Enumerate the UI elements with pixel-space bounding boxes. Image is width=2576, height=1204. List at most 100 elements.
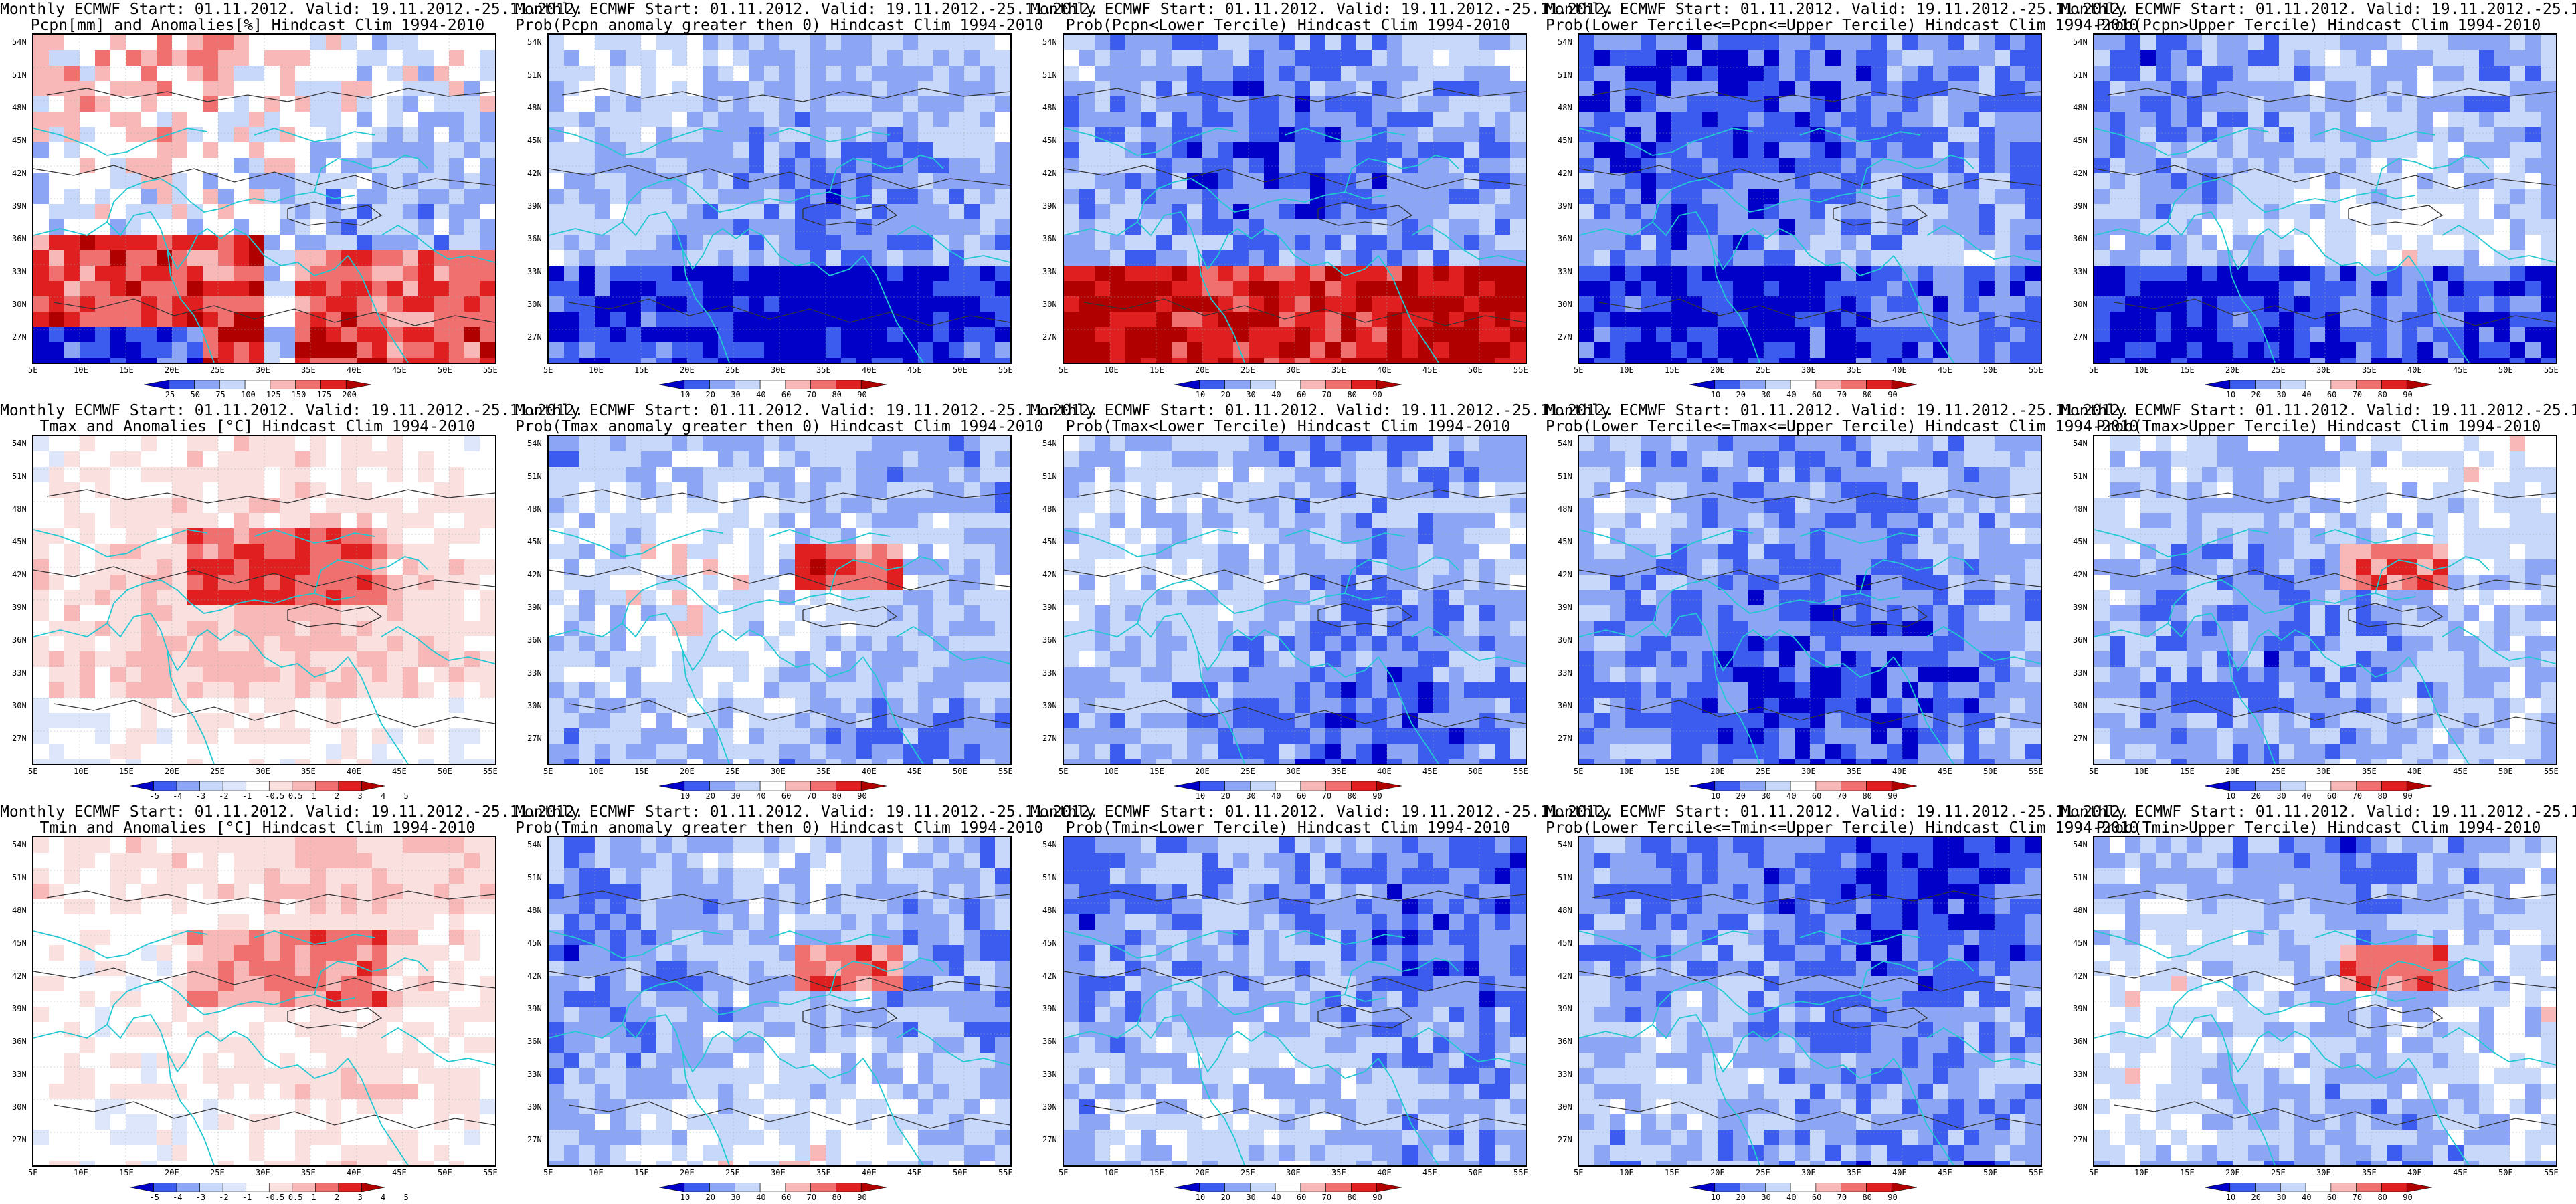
colorbar-label: 60 [2326,791,2337,801]
colorbar-swatch [709,1183,735,1192]
lat-label: 42N [1558,169,1572,178]
colorbar-label: 80 [1862,390,1872,399]
colorbar-label: 10 [1195,1193,1206,1202]
map-panel-r1c5: Monthly ECMWF Start: 01.11.2012. Valid: … [2061,0,2576,401]
colorbar-label: 10 [1195,791,1206,801]
colorbar-swatch [785,781,811,791]
colorbar-swatch [1714,1183,1740,1192]
colorbar [2205,1183,2432,1192]
lon-label: 50E [953,767,968,776]
colorbar-swatch [246,781,270,791]
lat-label: 27N [527,332,542,342]
colorbar-swatches [130,781,385,791]
lon-label: 35E [816,365,831,375]
lon-label: 40E [347,1168,361,1177]
lat-label: 39N [12,201,27,211]
colorbar-label: 20 [1736,1193,1746,1202]
lon-label: 5E [2089,767,2099,776]
lat-label: 51N [1558,70,1572,80]
colorbar-label: 70 [2352,390,2363,399]
lat-label: 54N [12,439,27,448]
lat-label: 30N [12,300,27,309]
map-frame [2093,33,2557,364]
colorbar-swatch [2305,1183,2332,1192]
lat-label: 48N [2073,103,2088,112]
colorbar-swatch [338,781,362,791]
colorbar-label: 60 [1296,1193,1307,1202]
colorbar-swatch [315,781,339,791]
colorbar-label: 10 [1710,390,1721,399]
colorbar-label: 125 [266,390,281,399]
colorbar-swatch [2255,380,2281,389]
lon-label: 40E [347,767,361,776]
colorbar-label: 40 [1271,390,1281,399]
lat-label: 54N [527,840,542,849]
lat-label: 39N [527,1004,542,1013]
lon-label: 20E [2225,365,2240,375]
lat-label: 27N [1042,332,1057,342]
lat-label: 54N [2073,840,2088,849]
lon-label: 5E [28,1168,38,1177]
lon-label: 20E [1195,365,1210,375]
lon-label: 10E [1619,365,1634,375]
colorbar-label: 10 [680,791,691,801]
lon-label: 45E [907,1168,922,1177]
lat-label: 30N [527,1102,542,1112]
lon-label: 25E [725,767,740,776]
colorbar-swatch [1841,380,1867,389]
panel-title-line2: Prob(Tmax anomaly greater then 0) Hindca… [515,418,1044,435]
lon-label: 15E [119,365,134,375]
colorbar-swatches [130,1183,385,1192]
lon-label: 25E [1240,365,1255,375]
colorbar-swatch [1740,781,1766,791]
map-field [1579,837,2041,1165]
panel-title-line1: Monthly ECMWF Start: 01.11.2012. Valid: … [515,803,1099,821]
lon-label: 40E [862,365,877,375]
map-panel-r2c1: Monthly ECMWF Start: 01.11.2012. Valid: … [0,401,583,803]
colorbar [1689,1183,1917,1192]
colorbar-swatch [2280,1183,2306,1192]
lat-label: 42N [1558,971,1572,981]
colorbar-swatch [270,380,296,389]
colorbar-swatch [2330,380,2357,389]
lon-label: 10E [1104,1168,1119,1177]
colorbar-label: 1 [311,1193,316,1202]
lat-label: 51N [2073,70,2088,80]
lat-label: 45N [1042,537,1057,546]
map-panel-r2c5: Monthly ECMWF Start: 01.11.2012. Valid: … [2061,401,2576,803]
lon-label: 25E [725,365,740,375]
colorbar-swatch [1815,781,1841,791]
lat-label: 51N [527,70,542,80]
lon-label: 55E [483,767,498,776]
lat-label: 27N [1558,1135,1572,1144]
colorbar-swatch [2255,781,2281,791]
colorbar-swatch [2305,781,2332,791]
lat-label: 45N [1558,938,1572,948]
panel-title-line2: Prob(Pcpn<Lower Tercile) Hindcast Clim 1… [1065,17,1511,34]
lat-label: 45N [527,537,542,546]
lat-label: 48N [1042,906,1057,915]
map-frame [1063,435,1527,765]
colorbar-label: 30 [2276,390,2286,399]
lon-label: 25E [1240,767,1255,776]
colorbar-label: -4 [173,1193,183,1202]
lon-label: 40E [2407,767,2422,776]
colorbar-label: 30 [2276,791,2286,801]
lon-label: 55E [998,365,1013,375]
colorbar-label: 40 [2302,791,2312,801]
colorbar-label: 60 [2326,1193,2337,1202]
lon-label: 35E [2362,365,2377,375]
colorbar-label: 5 [403,1193,409,1202]
colorbar-label: -3 [195,1193,206,1202]
lon-label: 35E [301,365,316,375]
colorbar-label: 10 [2225,1193,2236,1202]
colorbar-label: 30 [1246,791,1256,801]
lat-label: 42N [1042,971,1057,981]
colorbar-label: 5 [403,791,409,801]
lon-label: 50E [1468,365,1483,375]
colorbar-label: 20 [2251,791,2261,801]
lon-label: 40E [2407,365,2422,375]
panel-title-line2: Prob(Tmin>Upper Tercile) Hindcast Clim 1… [2096,819,2541,837]
lon-label: 10E [74,1168,88,1177]
map-panel-r1c2: Monthly ECMWF Start: 01.11.2012. Valid: … [515,0,1099,401]
